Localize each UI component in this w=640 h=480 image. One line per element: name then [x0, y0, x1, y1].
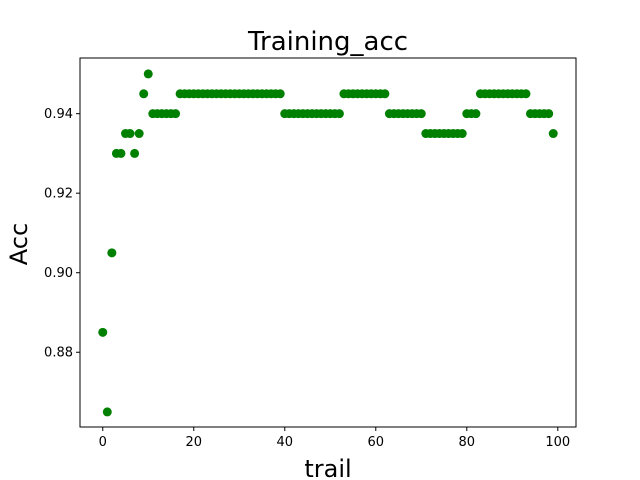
data-point	[471, 109, 481, 119]
data-point	[457, 129, 467, 139]
x-tick-label: 60	[368, 435, 385, 450]
data-point	[125, 129, 135, 139]
x-axis-label: trail	[304, 455, 351, 480]
y-axis-label: Acc	[5, 223, 33, 265]
data-point	[130, 148, 140, 158]
data-point	[116, 148, 126, 158]
data-point	[544, 109, 554, 119]
plot-frame	[79, 57, 577, 428]
data-point	[98, 327, 108, 337]
data-point	[334, 109, 344, 119]
x-tick-label: 0	[99, 435, 107, 450]
y-tick-label: 0.90	[44, 266, 73, 281]
data-point	[416, 109, 426, 119]
data-point	[548, 129, 558, 139]
data-points	[98, 69, 558, 417]
x-tick-label: 100	[545, 435, 570, 450]
data-point	[380, 89, 390, 99]
data-point	[102, 407, 112, 417]
x-tick-label: 20	[185, 435, 202, 450]
y-tick-label: 0.92	[44, 187, 73, 202]
data-point	[107, 248, 117, 258]
chart-title: Training_acc	[247, 27, 408, 57]
data-point	[134, 129, 144, 139]
y-tick-label: 0.88	[44, 346, 73, 361]
x-axis-ticks: 0 20 40 60 80 100	[99, 427, 570, 450]
data-point	[275, 89, 285, 99]
data-point	[171, 109, 181, 119]
data-point	[521, 89, 531, 99]
y-axis-ticks: 0.88 0.90 0.92 0.94	[44, 107, 80, 361]
data-point	[143, 69, 153, 79]
x-tick-label: 40	[276, 435, 293, 450]
data-point	[139, 89, 149, 99]
x-tick-label: 80	[459, 435, 476, 450]
y-tick-label: 0.94	[44, 107, 73, 122]
